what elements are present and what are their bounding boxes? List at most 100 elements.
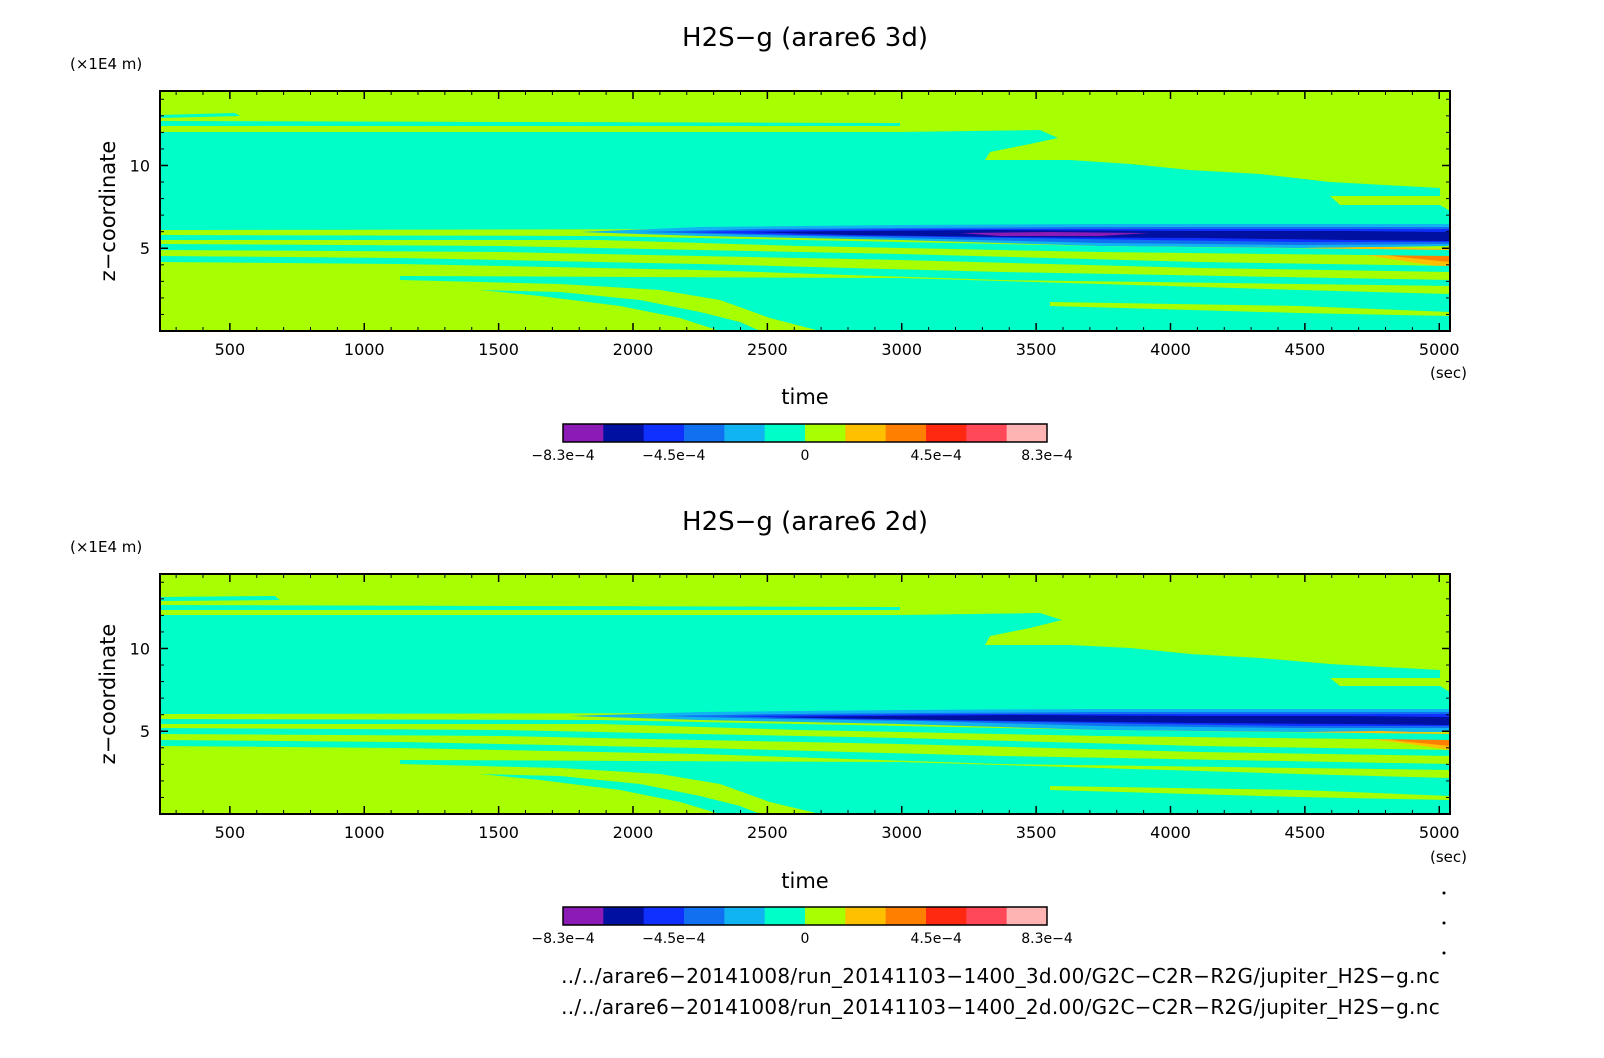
x-tick-label: 500	[215, 823, 246, 842]
x-tick-label: 1500	[478, 340, 519, 359]
colorbar-swatch	[563, 907, 604, 925]
y-axis-label: z−coordinate	[96, 141, 120, 282]
x-tick-label: 4000	[1150, 823, 1191, 842]
x-tick-label: 3500	[1016, 340, 1057, 359]
x-tick-label: 5000	[1419, 823, 1460, 842]
x-tick-label: 4000	[1150, 340, 1191, 359]
x-tick-label: 1500	[478, 823, 519, 842]
contour-region	[160, 121, 900, 126]
x-axis-label: time	[781, 869, 828, 893]
y-tick-label: 5	[140, 722, 150, 741]
contour-region	[760, 715, 1450, 725]
contour-region	[400, 760, 1450, 814]
contour-field	[160, 574, 1450, 814]
colorbar-label: 0	[801, 448, 810, 464]
colorbar-swatch	[885, 424, 927, 442]
colorbar-swatch	[966, 424, 1008, 442]
plot-frame	[159, 90, 1451, 332]
colorbar-swatch	[724, 424, 766, 442]
colorbar-swatch	[1006, 424, 1048, 442]
x-tick-label: 3500	[1016, 823, 1057, 842]
marker-dot	[1442, 951, 1446, 955]
plot-title: H2S−g (arare6 2d)	[682, 507, 928, 537]
marker-dot	[1442, 891, 1446, 895]
colorbar-label: −8.3e−4	[531, 931, 594, 947]
contour-region	[480, 290, 760, 331]
y-unit-label: (×1E4 m)	[70, 538, 142, 556]
contour-region	[160, 256, 1450, 286]
y-axis-label: z−coordinate	[96, 624, 120, 765]
colorbar-swatch	[603, 424, 645, 442]
colorbar-frame	[562, 906, 1048, 926]
contour-region	[1050, 302, 1450, 316]
colorbar-swatch	[966, 907, 1008, 925]
colorbar: −8.3e−4 −4.5e−4 0 4.5e−4 8.3e−4	[531, 906, 1073, 947]
x-axis-label: time	[781, 385, 828, 409]
x-tick-label: 3000	[881, 823, 922, 842]
axes: 500 1000 1500 2000 2500 3000 3500 4000 4500 5000 5…	[130, 574, 1460, 842]
colorbar-label: −4.5e−4	[642, 931, 705, 947]
contour-region	[160, 596, 280, 601]
contour-region	[160, 719, 1450, 740]
colorbar-swatch	[926, 424, 967, 442]
colorbar-label: −4.5e−4	[642, 448, 705, 464]
colorbar-swatch	[764, 907, 806, 925]
contour-region	[960, 232, 1150, 236]
colorbar-label: 8.3e−4	[1021, 931, 1073, 947]
colorbar-swatch	[805, 907, 846, 925]
panel-3d: H2S−g (arare6 3d) (×1E4 m)	[70, 23, 1467, 464]
axes: 500 1000 1500 2000 2500 3000 3500 4000 4500 5000 5…	[130, 91, 1460, 359]
source-file-path-3d: ../../arare6−20141008/run_20141103−1400_…	[561, 964, 1440, 988]
colorbar-label: 8.3e−4	[1021, 448, 1073, 464]
colorbar-frame	[562, 423, 1048, 443]
x-tick-label: 4500	[1285, 340, 1326, 359]
colorbar-swatch	[805, 424, 846, 442]
contour-region	[160, 740, 1450, 770]
contour-region	[400, 276, 1450, 331]
contour-region	[160, 605, 900, 610]
colorbar-label: 4.5e−4	[910, 931, 962, 947]
contour-region	[160, 130, 1450, 230]
colorbar-swatch	[764, 424, 806, 442]
colorbar-swatch	[684, 907, 725, 925]
colorbar-swatch	[603, 907, 645, 925]
contour-region	[160, 235, 1450, 256]
colorbar-label: −8.3e−4	[531, 448, 594, 464]
x-tick-label: 2500	[747, 340, 788, 359]
source-file-path-2d: ../../arare6−20141008/run_20141103−1400_…	[561, 995, 1440, 1019]
colorbar-swatch	[563, 424, 604, 442]
contour-field	[160, 91, 1450, 331]
x-tick-label: 5000	[1419, 340, 1460, 359]
colorbar-swatch	[643, 907, 685, 925]
colorbar-swatch	[1006, 907, 1048, 925]
contour-region	[160, 728, 1450, 756]
x-tick-label: 2000	[613, 823, 654, 842]
marker-dot	[1442, 921, 1446, 925]
colorbar-swatch	[845, 424, 887, 442]
x-tick-label: 3000	[881, 340, 922, 359]
x-tick-label: 4500	[1285, 823, 1326, 842]
colorbar-swatch	[845, 907, 887, 925]
colorbar-swatch	[926, 907, 967, 925]
x-tick-label: 1000	[344, 823, 385, 842]
contour-region	[1050, 786, 1450, 800]
contour-region	[480, 774, 760, 814]
colorbar-label: 4.5e−4	[910, 448, 962, 464]
x-tick-label: 2000	[613, 340, 654, 359]
y-tick-label: 5	[140, 239, 150, 258]
panel-2d: H2S−g (arare6 2d) (×1E4 m)	[70, 507, 1467, 947]
y-tick-label: 10	[130, 156, 150, 175]
colorbar-swatch	[724, 907, 766, 925]
y-tick-label: 10	[130, 639, 150, 658]
colorbar-swatch	[643, 424, 685, 442]
x-tick-label: 2500	[747, 823, 788, 842]
x-tick-label: 500	[215, 340, 246, 359]
y-unit-label: (×1E4 m)	[70, 55, 142, 73]
contour-region	[160, 244, 1450, 272]
colorbar-swatch	[684, 424, 725, 442]
colorbar-label: 0	[801, 931, 810, 947]
plot-frame	[159, 573, 1451, 815]
x-unit-label: (sec)	[1430, 364, 1467, 382]
colorbar-swatch	[885, 907, 927, 925]
